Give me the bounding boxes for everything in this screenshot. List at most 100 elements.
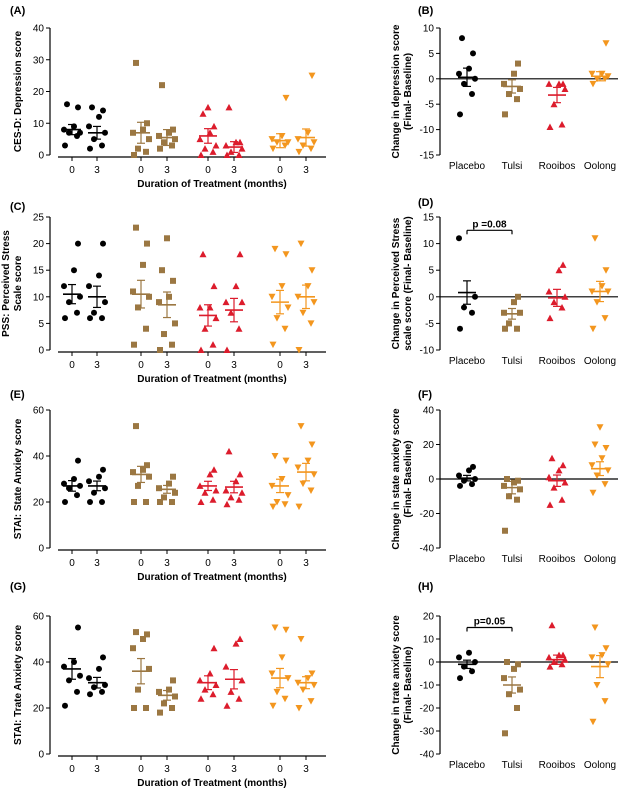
data-point <box>310 299 318 306</box>
data-point <box>456 654 462 661</box>
data-point <box>206 470 214 478</box>
data-point <box>593 75 601 83</box>
data-point <box>281 695 289 703</box>
x-tick-label: 0 <box>138 360 144 371</box>
x-tick-label: 3 <box>231 558 237 569</box>
data-point <box>546 123 554 131</box>
x-tick-label: 0 <box>277 764 283 775</box>
data-point <box>170 126 176 133</box>
x-tick-label: 3 <box>303 165 309 176</box>
data-point <box>196 135 204 143</box>
data-point <box>209 148 217 155</box>
data-point <box>601 481 609 488</box>
data-point <box>223 346 231 353</box>
data-point <box>143 705 149 711</box>
data-point <box>157 499 163 505</box>
data-point <box>511 479 517 486</box>
data-point <box>131 705 137 711</box>
x-tick-label: 3 <box>164 165 170 176</box>
data-point <box>164 235 170 242</box>
y-tick-label: 20 <box>33 498 45 509</box>
data-point <box>589 718 597 726</box>
y-tick-label: 10 <box>33 119 45 130</box>
y-tick-label: -20 <box>420 704 435 715</box>
data-point <box>89 104 95 111</box>
y-axis-label: CES-D: Depression score <box>13 30 24 152</box>
data-point <box>295 705 303 712</box>
x-tick-label: 0 <box>138 764 144 775</box>
series-oolong <box>588 624 612 726</box>
series-tulsi-3 <box>156 82 178 152</box>
x-tick-label: 3 <box>231 165 237 176</box>
data-point <box>143 325 149 332</box>
data-point <box>456 235 462 242</box>
y-axis-label: Change in depression score <box>391 24 402 158</box>
data-point <box>201 325 209 332</box>
data-point <box>550 298 558 306</box>
y-axis-label: Scale score <box>13 255 24 311</box>
data-point <box>130 469 136 476</box>
data-point <box>143 148 149 155</box>
data-point <box>456 70 462 77</box>
y-tick-label: 20 <box>33 239 45 250</box>
x-category-label: Tulsi <box>502 554 523 565</box>
data-point <box>602 267 610 274</box>
series-tulsi <box>501 293 523 332</box>
data-point <box>62 702 68 709</box>
data-point <box>278 283 286 290</box>
data-point <box>282 94 290 102</box>
series-placebo <box>456 649 478 682</box>
data-point <box>470 463 476 470</box>
y-axis-label: scale score (Final- Baseline) <box>403 216 414 351</box>
data-point <box>515 293 521 300</box>
data-point <box>601 315 609 322</box>
series-tulsi-0 <box>130 224 152 348</box>
data-point <box>161 494 167 501</box>
data-point <box>281 142 289 149</box>
data-point <box>238 676 246 684</box>
data-point <box>310 682 318 689</box>
data-point <box>268 293 276 301</box>
data-point <box>212 681 220 688</box>
data-point <box>506 493 512 500</box>
data-point <box>75 457 81 464</box>
data-point <box>602 645 610 652</box>
data-point <box>99 142 105 149</box>
data-point <box>282 626 290 634</box>
panel-label: (C) <box>10 201 26 213</box>
data-point <box>77 129 83 136</box>
y-tick-label: 5 <box>428 49 434 60</box>
data-point <box>506 320 512 327</box>
x-category-label: Placebo <box>449 554 486 565</box>
data-point <box>511 70 517 77</box>
x-category-label: Placebo <box>449 356 486 367</box>
y-tick-label: 5 <box>428 266 434 277</box>
x-category-label: Tulsi <box>502 760 523 771</box>
y-tick-label: 40 <box>423 406 435 417</box>
data-point <box>307 698 315 705</box>
data-point <box>235 695 243 702</box>
data-point <box>593 682 601 689</box>
x-tick-label: 0 <box>205 360 211 371</box>
y-tick-label: 0 <box>38 544 44 555</box>
data-point <box>550 100 558 108</box>
data-point <box>96 473 102 480</box>
series-rooibos <box>545 454 569 508</box>
panel-label: (D) <box>418 197 434 209</box>
data-point <box>157 347 163 353</box>
data-point <box>225 447 233 455</box>
data-point <box>222 663 230 670</box>
series-placebo <box>456 35 478 118</box>
x-tick-label: 0 <box>69 558 75 569</box>
data-point <box>199 250 207 258</box>
data-point <box>87 145 93 152</box>
data-point <box>206 670 214 677</box>
data-point <box>236 250 244 258</box>
data-point <box>299 309 307 317</box>
data-point <box>511 665 517 672</box>
data-point <box>472 476 478 482</box>
y-tick-label: 10 <box>423 239 435 250</box>
data-point <box>91 309 97 316</box>
data-point <box>166 129 172 136</box>
